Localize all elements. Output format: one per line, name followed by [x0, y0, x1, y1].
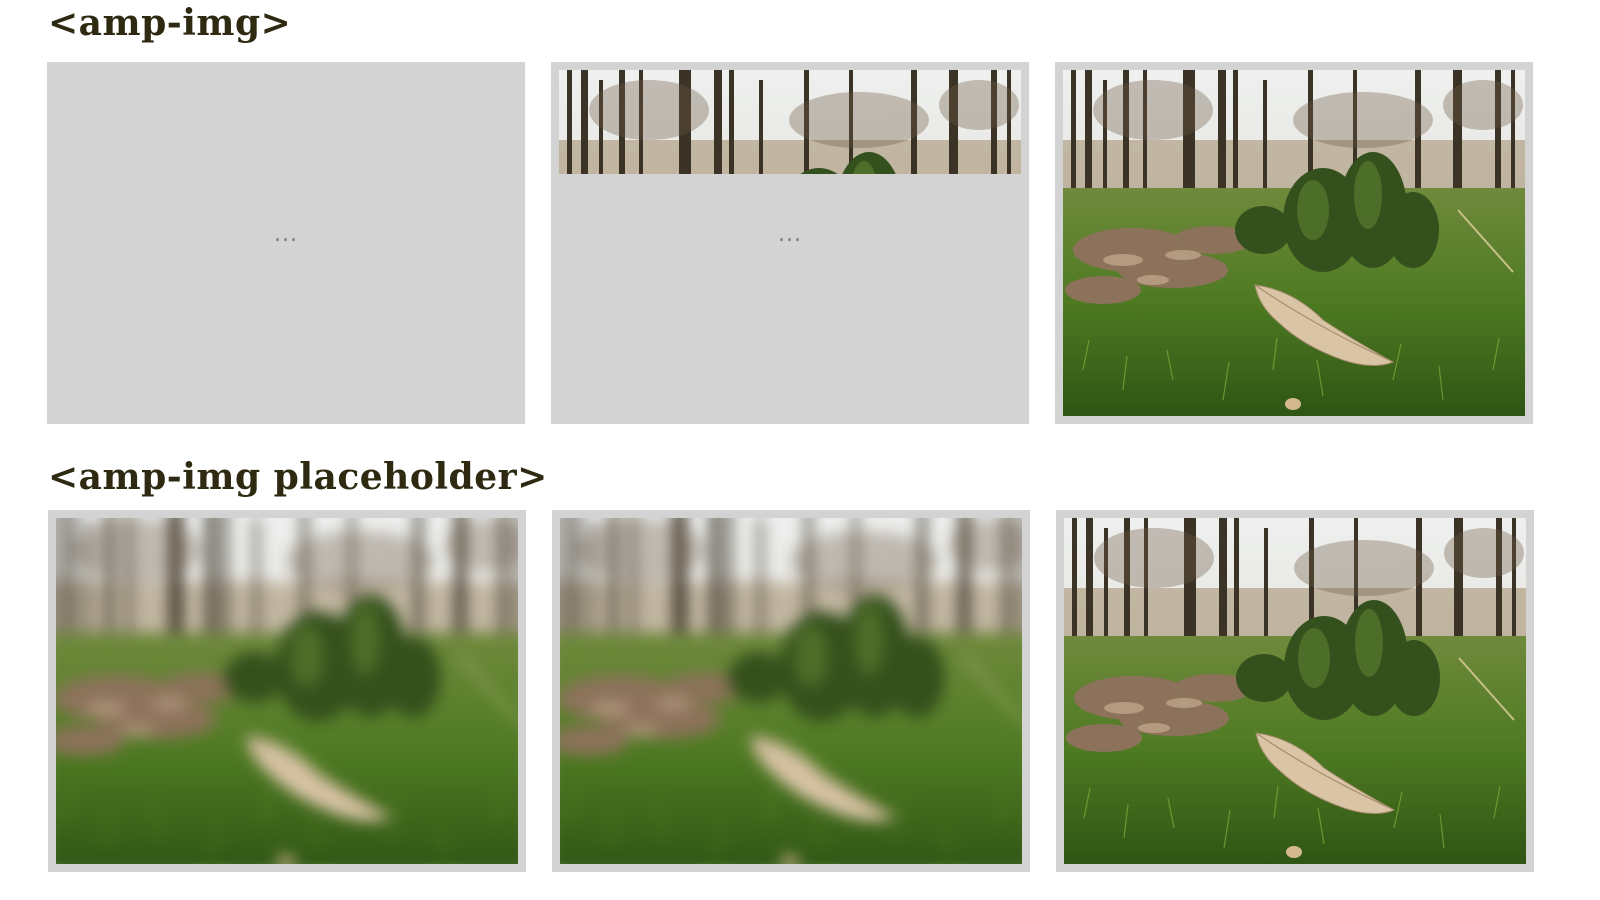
blurred-forest-photo [56, 518, 518, 864]
image-frame-partial: ... [551, 62, 1029, 424]
forest-moss-photo [1063, 70, 1525, 416]
image-frame-loaded [1055, 62, 1533, 424]
image-frame-empty: ... [47, 62, 525, 424]
section-heading-amp-img: <amp-img> [48, 2, 292, 44]
image-frame-blurred [552, 510, 1030, 872]
image-frame-blurred [48, 510, 526, 872]
section-heading-amp-img-placeholder: <amp-img placeholder> [48, 456, 548, 498]
blurred-forest-photo [560, 518, 1022, 864]
partial-forest-photo [559, 70, 1021, 174]
image-frame-loaded [1056, 510, 1534, 872]
ellipsis-icon: ... [778, 222, 802, 247]
ellipsis-icon: ... [274, 222, 298, 247]
forest-moss-photo [1064, 518, 1526, 864]
